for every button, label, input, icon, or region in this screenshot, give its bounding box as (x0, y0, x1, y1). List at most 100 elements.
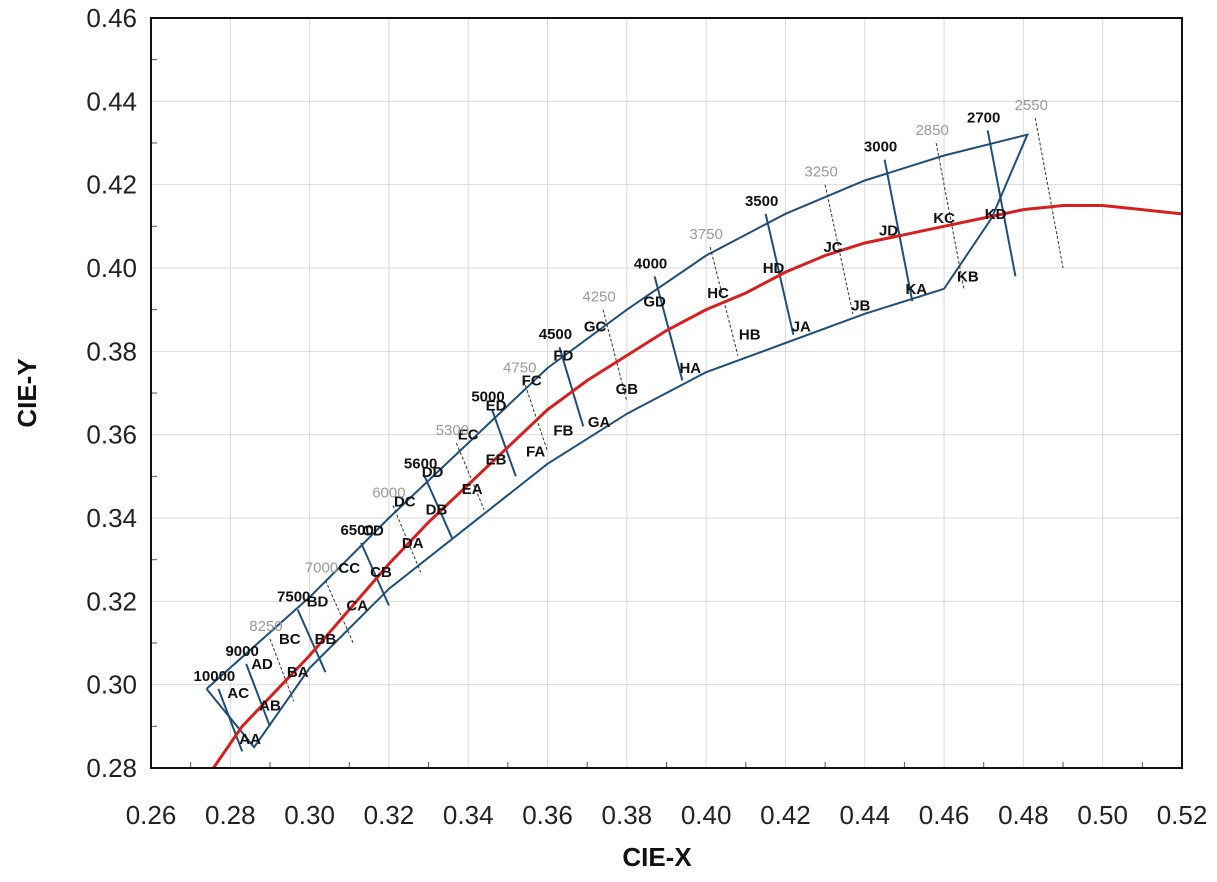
planckian-locus-layer (211, 204, 1182, 768)
cct-line-10000 (217, 688, 244, 752)
y-tick-label: 0.46 (86, 3, 137, 33)
cct-label-7000: 7000 (305, 560, 338, 577)
bin-label-EB: EB (486, 452, 507, 469)
bin-label-DD: DD (422, 464, 444, 481)
cct-label-5300: 5300 (436, 422, 469, 439)
cct-line-4750 (523, 380, 549, 452)
y-tick-label: 0.30 (86, 670, 137, 700)
x-tick-label: 0.28 (205, 800, 256, 830)
y-tick-label: 0.42 (86, 170, 137, 200)
cct-label-2700: 2700 (967, 110, 1000, 127)
planckian-locus-line (211, 204, 1182, 768)
x-tick-label: 0.40 (681, 800, 732, 830)
bin-outline (205, 133, 1030, 749)
bin-label-DC: DC (394, 493, 416, 510)
bin-label-BC: BC (279, 631, 301, 648)
x-tick-label: 0.38 (602, 800, 653, 830)
cct-line-3250 (824, 184, 854, 314)
cct-label-6000: 6000 (372, 485, 405, 502)
plot-frame (150, 17, 1183, 769)
cct-label-3000: 3000 (864, 139, 897, 156)
x-tick-label: 0.36 (522, 800, 573, 830)
bin-label-HA: HA (679, 360, 701, 377)
cct-line-9000 (245, 663, 271, 727)
bin-label-BB: BB (315, 631, 337, 648)
bin-label-CC: CC (338, 560, 360, 577)
cct-line-6000 (392, 505, 422, 573)
bin-label-KD: KD (985, 206, 1007, 223)
y-axis-tick-labels: 0.28 0.30 0.32 0.34 0.36 0.38 0.40 0.42 0.44 0.46 (86, 3, 137, 783)
x-tick-label: 0.48 (998, 800, 1049, 830)
cct-line-2550 (1034, 117, 1064, 269)
cct-line-2700 (986, 130, 1017, 277)
x-tick-label: 0.46 (919, 800, 970, 830)
cct-line-4250 (602, 309, 628, 402)
bin-label-AD: AD (251, 656, 273, 673)
bin-label-JA: JA (792, 318, 811, 335)
bin-label-KB: KB (957, 268, 979, 285)
y-tick-label: 0.28 (86, 753, 137, 783)
x-axis-title: CIE-X (622, 842, 692, 872)
cct-label-5000: 5000 (471, 389, 504, 406)
bin-label-CA: CA (346, 598, 368, 615)
cct-label-7500: 7500 (277, 589, 310, 606)
cct-label-8250: 8250 (249, 618, 282, 635)
x-tick-label: 0.50 (1077, 800, 1128, 830)
bin-label-KA: KA (905, 281, 927, 298)
bin-label-BD: BD (307, 593, 329, 610)
bin-label-DB: DB (426, 502, 448, 519)
bin-label-ED: ED (486, 398, 507, 415)
bin-label-CB: CB (370, 564, 392, 581)
bin-label-AA: AA (239, 731, 261, 748)
bin-label-FC: FC (522, 373, 542, 390)
x-tick-label: 0.42 (760, 800, 811, 830)
bin-label-DA: DA (402, 535, 424, 552)
bin-label-KC: KC (933, 210, 955, 227)
x-tick-label: 0.34 (443, 800, 494, 830)
bin-label-FA: FA (526, 443, 545, 460)
bin-label-EC: EC (458, 427, 479, 444)
bin-label-CD: CD (362, 523, 384, 540)
x-tick-label: 0.44 (839, 800, 890, 830)
cct-line-6500 (360, 542, 390, 606)
cct-label-10000: 10000 (194, 668, 236, 685)
bin-label-FB: FB (553, 423, 573, 440)
cct-label-4750: 4750 (503, 360, 536, 377)
bin-label-GD: GD (643, 293, 666, 310)
y-tick-label: 0.32 (86, 586, 137, 616)
cct-label-4500: 4500 (539, 326, 572, 343)
bin-label-FD: FD (553, 348, 573, 365)
y-tick-label: 0.34 (86, 503, 137, 533)
bin-label-AB: AB (259, 698, 281, 715)
cct-line-5000 (491, 409, 517, 477)
cct-label-2850: 2850 (915, 122, 948, 139)
x-axis-tick-labels: 0.26 0.28 0.30 0.32 0.34 0.36 0.38 0.40 0.42 0.44… (126, 800, 1208, 830)
cct-label-3750: 3750 (689, 226, 722, 243)
cct-label-layer: 10000 9000 8250 7500 7000 6500 6000 5600 5300500… (194, 97, 1048, 685)
bin-label-JB: JB (851, 298, 870, 315)
y-tick-label: 0.40 (86, 253, 137, 283)
cct-line-5300 (455, 442, 485, 510)
cct-line-7000 (325, 580, 354, 644)
bin-label-HC: HC (707, 285, 729, 302)
bin-label-BA: BA (287, 664, 309, 681)
cct-label-5600: 5600 (404, 455, 437, 472)
y-tick-label: 0.44 (86, 86, 137, 116)
cct-label-3250: 3250 (804, 164, 837, 181)
bin-label-GB: GB (616, 381, 639, 398)
bin-label-AC: AC (227, 685, 249, 702)
cct-label-2550: 2550 (1015, 97, 1048, 114)
bin-label-HD: HD (763, 260, 785, 277)
cct-label-4250: 4250 (582, 289, 615, 306)
cct-line-7500 (296, 609, 327, 673)
bin-label-JC: JC (823, 239, 842, 256)
x-tick-label: 0.52 (1157, 800, 1208, 830)
x-tick-label: 0.26 (126, 800, 177, 830)
cct-label-4000: 4000 (634, 255, 667, 272)
cct-label-9000: 9000 (225, 643, 258, 660)
y-axis-title: CIE-Y (12, 358, 42, 427)
